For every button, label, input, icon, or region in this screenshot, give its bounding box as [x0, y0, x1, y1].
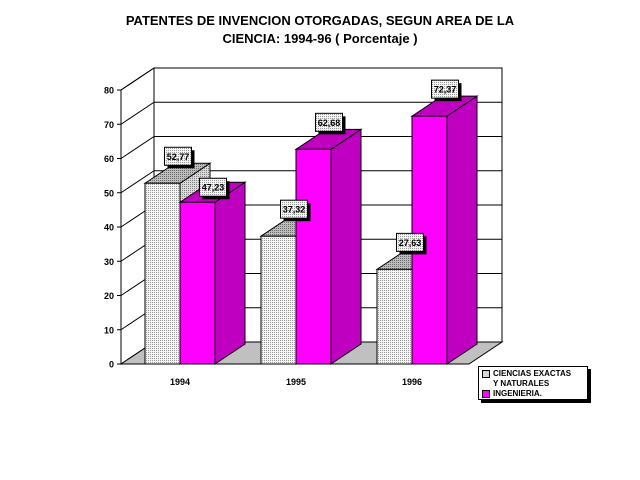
- data-label-box: [164, 146, 192, 166]
- data-label-box: [431, 79, 459, 99]
- bar-1-1: [295, 148, 332, 365]
- x-tick-label: 1995: [286, 377, 306, 387]
- data-label-0-1: 37,32: [283, 205, 306, 215]
- x-axis: 1994 1995 1996: [170, 377, 422, 387]
- data-label-box: [280, 199, 308, 219]
- gridline-side: [120, 67, 155, 91]
- gridline-side: [120, 101, 155, 125]
- y-tick-label: 70: [104, 120, 114, 130]
- y-tick-label: 20: [104, 291, 114, 301]
- y-tick-label: 10: [104, 325, 114, 335]
- data-label-0-0: 52,77: [167, 152, 190, 162]
- bar-0-2: [376, 268, 413, 365]
- bar-side-1-0: [214, 181, 246, 365]
- legend-entry-ingenieria: INGENIERIA.: [481, 389, 585, 399]
- legend-swatch-ingenieria: [482, 390, 490, 398]
- bar-side-1-1: [330, 128, 362, 365]
- y-tick-label: 30: [104, 257, 114, 267]
- data-label-0-2: 27,63: [399, 238, 422, 248]
- chart-title-line-1: PATENTES DE INVENCION OTORGADAS, SEGUN A…: [125, 13, 515, 28]
- bars: [143, 95, 479, 365]
- bar-0-1: [260, 235, 297, 365]
- legend-label-ciencias: CIENCIAS EXACTAS Y NATURALES: [493, 369, 572, 388]
- data-labels: 52,77 47,23 37,32 62,68 27,63 72,37: [164, 79, 462, 255]
- data-label-box: [396, 232, 424, 252]
- bar-1-0: [179, 201, 216, 365]
- data-label-box: [199, 177, 227, 197]
- x-tick-label: 1996: [402, 377, 422, 387]
- gridline-side: [120, 136, 155, 159]
- y-tick-label: 50: [104, 188, 114, 198]
- y-tick-label: 40: [104, 223, 114, 233]
- y-tick-label: 80: [104, 86, 114, 96]
- chart-title: PATENTES DE INVENCION OTORGADAS, SEGUN A…: [0, 12, 640, 48]
- legend-label-ingenieria: INGENIERIA.: [493, 389, 542, 398]
- legend-swatch-ciencias: [482, 370, 490, 378]
- data-label-1-0: 47,23: [202, 183, 225, 193]
- legend: CIENCIAS EXACTAS Y NATURALES INGENIERIA.: [478, 366, 588, 400]
- y-tick-label: 60: [104, 154, 114, 164]
- chart-title-line-2: CIENCIA: 1994-96 ( Porcentaje ): [222, 31, 418, 46]
- legend-entry-ciencias: CIENCIAS EXACTAS Y NATURALES: [481, 369, 585, 389]
- data-label-box: [315, 112, 343, 132]
- bar-0-0: [144, 182, 181, 365]
- bar-side-1-2: [446, 95, 478, 365]
- x-tick-label: 1994: [170, 377, 190, 387]
- data-label-1-1: 62,68: [318, 118, 341, 128]
- y-tick-label: 0: [109, 360, 114, 370]
- data-label-1-2: 72,37: [434, 85, 457, 95]
- gridline-side: [120, 170, 155, 194]
